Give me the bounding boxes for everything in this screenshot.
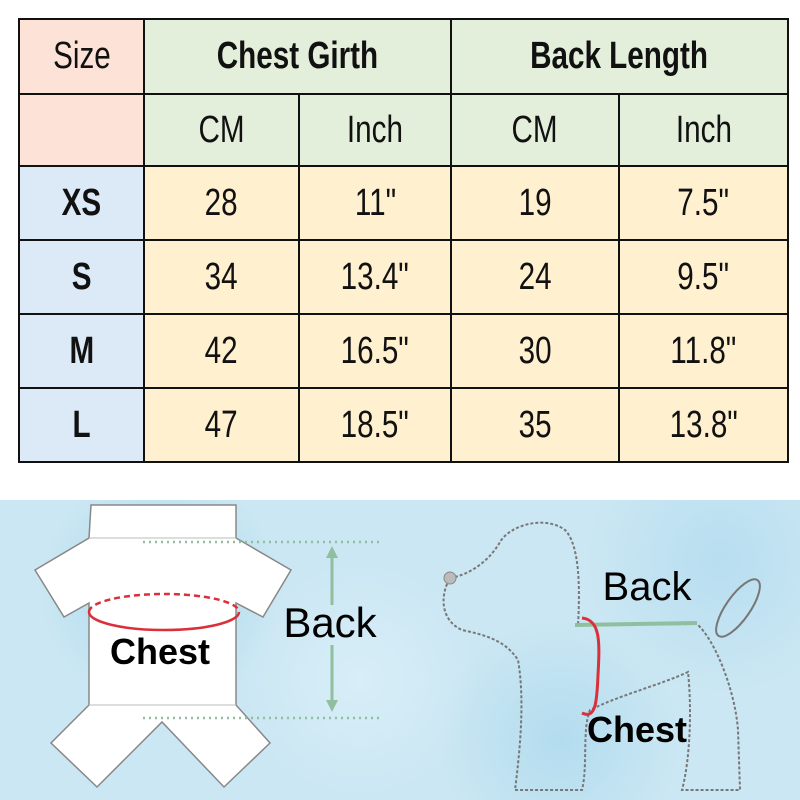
garment-illustration xyxy=(33,504,293,789)
size-chart-table: Size Chest Girth Back Length CM Inch CM … xyxy=(18,18,789,463)
back-length-header: Back Length xyxy=(450,18,789,95)
dog-nose-icon xyxy=(443,571,457,585)
table-row: L 47 18.5" 35 13.8" xyxy=(18,387,789,463)
dog-tail xyxy=(715,578,761,638)
dog-chest-label: Chest xyxy=(587,709,687,750)
value-cell: 34 xyxy=(143,239,300,315)
size-cell: S xyxy=(18,239,145,315)
value-cell: 11" xyxy=(298,165,452,241)
garment-chest-label: Chest xyxy=(110,631,210,672)
size-cell: M xyxy=(18,313,145,389)
value-cell: 42 xyxy=(143,313,300,389)
value-cell: 11.8" xyxy=(618,313,789,389)
table-row: S 34 13.4" 24 9.5" xyxy=(18,239,789,315)
size-cell: XS xyxy=(18,165,145,241)
size-header-blank xyxy=(18,93,145,167)
measurement-diagram: Chest Back Back Chest xyxy=(0,500,800,800)
value-cell: 18.5" xyxy=(298,387,452,463)
garment-chest-line-front xyxy=(87,611,241,632)
value-cell: 28 xyxy=(143,165,300,241)
unit-header: CM xyxy=(450,93,620,167)
value-cell: 47 xyxy=(143,387,300,463)
value-cell: 24 xyxy=(450,239,620,315)
value-cell: 13.8" xyxy=(618,387,789,463)
value-cell: 35 xyxy=(450,387,620,463)
table-row: XS 28 11" 19 7.5" xyxy=(18,165,789,241)
size-cell: L xyxy=(18,387,145,463)
value-cell: 16.5" xyxy=(298,313,452,389)
dog-back-label: Back xyxy=(603,565,693,609)
value-cell: 19 xyxy=(450,165,620,241)
table-row: M 42 16.5" 30 11.8" xyxy=(18,313,789,389)
value-cell: 7.5" xyxy=(618,165,789,241)
size-header: Size xyxy=(18,18,145,95)
chest-girth-header: Chest Girth xyxy=(143,18,452,95)
back-arrow-icon xyxy=(326,546,338,712)
value-cell: 13.4" xyxy=(298,239,452,315)
unit-header: CM xyxy=(143,93,300,167)
garment-back-label: Back xyxy=(283,599,377,646)
value-cell: 30 xyxy=(450,313,620,389)
dog-chest-line xyxy=(581,616,601,716)
garment-chest-line-back xyxy=(87,592,241,613)
unit-header: Inch xyxy=(618,93,789,167)
value-cell: 9.5" xyxy=(618,239,789,315)
unit-header: Inch xyxy=(298,93,452,167)
